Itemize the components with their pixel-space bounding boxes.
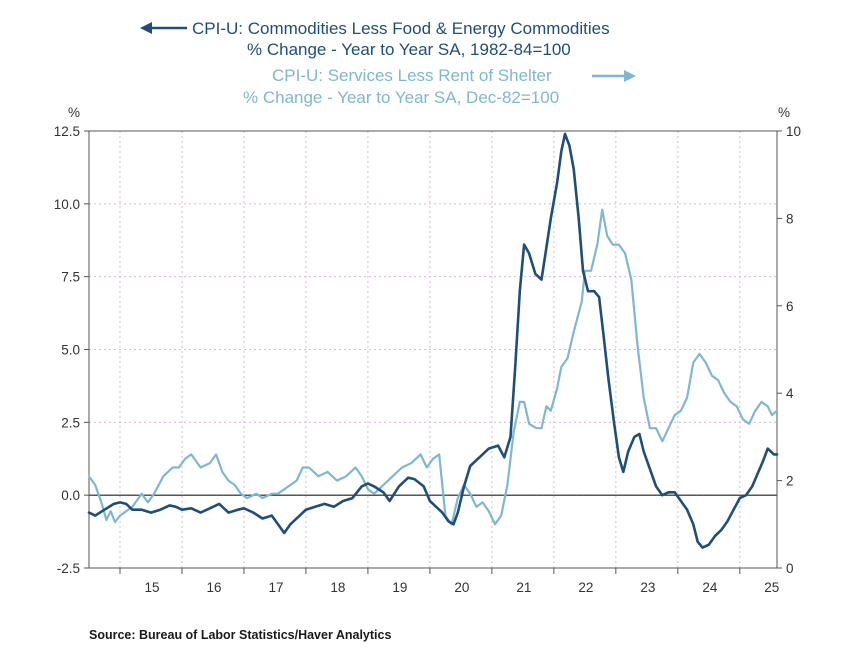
legend-light: CPI-U: Services Less Rent of Shelter % C… xyxy=(243,66,636,107)
left-tick-label: 10.0 xyxy=(54,197,80,212)
left-tick-label: -2.5 xyxy=(57,561,80,576)
x-tick-label: 16 xyxy=(206,580,221,595)
series-line-commodities xyxy=(87,132,779,549)
x-tick-label: 19 xyxy=(392,580,407,595)
right-tick-label: 6 xyxy=(786,299,794,314)
source-note: Source: Bureau of Labor Statistics/Haver… xyxy=(89,628,392,642)
x-tick-label: 17 xyxy=(268,580,283,595)
x-tick-label: 18 xyxy=(330,580,345,595)
series-line-services xyxy=(87,208,779,526)
right-unit-label: % xyxy=(778,105,790,120)
left-tick-label: 5.0 xyxy=(61,343,80,358)
left-tick-label: 7.5 xyxy=(61,270,80,285)
x-tick-label: 25 xyxy=(764,580,779,595)
left-axis: 12.5 10.0 7.5 5.0 2.5 0.0 -2.5 xyxy=(54,124,89,576)
title-light-line1: CPI-U: Services Less Rent of Shelter xyxy=(272,66,552,85)
left-tick-label: 2.5 xyxy=(61,415,80,430)
right-arrow-head-icon xyxy=(624,70,636,82)
left-tick-label: 12.5 xyxy=(54,124,80,139)
x-tick-label: 21 xyxy=(516,580,531,595)
right-axis: 10 8 6 4 2 0 xyxy=(777,124,801,576)
right-tick-label: 0 xyxy=(786,561,794,576)
legend-dark: CPI-U: Commodities Less Food & Energy Co… xyxy=(140,19,610,59)
left-unit-label: % xyxy=(68,105,80,120)
title-dark-line2: % Change - Year to Year SA, 1982-84=100 xyxy=(247,40,571,59)
x-tick-label: 15 xyxy=(144,580,159,595)
x-tick-label: 20 xyxy=(454,580,469,595)
series-layer xyxy=(87,132,779,549)
right-tick-label: 8 xyxy=(786,211,794,226)
right-tick-label: 2 xyxy=(786,474,794,489)
x-tick-label: 23 xyxy=(640,580,655,595)
x-tick-label: 22 xyxy=(578,580,593,595)
right-tick-label: 4 xyxy=(786,386,794,401)
x-axis: 15 16 17 18 19 20 21 22 23 24 25 xyxy=(119,568,779,595)
title-light-line2: % Change - Year to Year SA, Dec-82=100 xyxy=(243,88,559,107)
left-arrow-head-icon xyxy=(140,22,152,34)
title-dark-line1: CPI-U: Commodities Less Food & Energy Co… xyxy=(192,19,610,38)
x-tick-label: 24 xyxy=(702,580,718,595)
left-tick-label: 0.0 xyxy=(61,488,80,503)
right-tick-label: 10 xyxy=(786,124,801,139)
